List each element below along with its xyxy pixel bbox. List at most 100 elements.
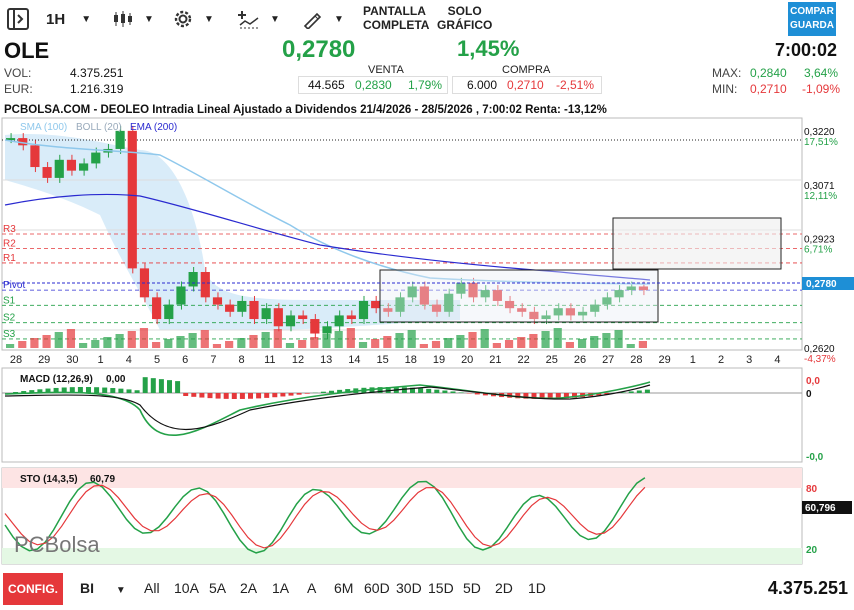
candle-body (188, 272, 198, 287)
candle-body (334, 315, 344, 327)
period-button-2a[interactable]: 2A (240, 580, 258, 596)
period-button-1a[interactable]: 1A (272, 580, 290, 596)
volume-bar (431, 341, 441, 348)
macd-hist-bar (191, 393, 197, 397)
candle-body (200, 272, 210, 298)
volume-bar (419, 344, 428, 348)
period-button-1d[interactable]: 1D (528, 580, 546, 596)
volume-bar (18, 341, 27, 348)
chart-title: PCBOLSA.COM - DEOLEO Intradia Lineal Aju… (4, 104, 607, 116)
chart-type-button[interactable]: ▼ (112, 6, 154, 32)
period-button-all[interactable]: All (144, 580, 160, 596)
volume-bars (6, 328, 647, 348)
period-button-30d[interactable]: 30D (396, 580, 422, 596)
period-button-15d[interactable]: 15D (428, 580, 454, 596)
volume-bar (577, 339, 587, 348)
macd-hist-bar (450, 391, 456, 393)
x-tick-label: 21 (489, 354, 501, 366)
chevron-down-icon: ▼ (334, 13, 344, 25)
period-button-10a[interactable]: 10A (174, 580, 199, 596)
candle-body (273, 308, 283, 327)
macd-hist-bar (183, 393, 189, 397)
macd-hist-bar (175, 381, 181, 393)
chevron-down-icon: ▼ (115, 585, 126, 596)
settings-button[interactable]: ▼ (172, 6, 214, 32)
compare-label-1: COMPAR (790, 6, 834, 17)
max-label: MAX: (712, 66, 742, 80)
volume-bar (225, 341, 234, 348)
macd-hist-bar (628, 391, 634, 393)
candle-body (383, 308, 393, 312)
volume-bar (115, 334, 124, 348)
y-tick-label: 0,2923 (804, 234, 835, 245)
macd-hist-bar (248, 393, 253, 399)
macd-hist-bar (150, 378, 156, 393)
macd-hist-bar (385, 387, 391, 393)
macd-hist-bar (239, 393, 245, 399)
macd-hist-bar (86, 387, 91, 393)
volume-bar (444, 338, 453, 348)
volume-bar (66, 329, 76, 348)
volume-bar (638, 341, 647, 348)
volume-label: VOL: (4, 66, 32, 80)
period-button-a[interactable]: A (307, 580, 317, 596)
volume-bar (285, 343, 295, 348)
interval-select[interactable]: 1H ▼ (46, 6, 91, 32)
period-button-60d[interactable]: 60D (364, 580, 390, 596)
style-select[interactable]: BI ▼ (80, 580, 126, 596)
macd-hist-bar (126, 389, 132, 393)
x-tick-label: 30 (66, 354, 78, 366)
bottom-bar: CONFIG. BI ▼ All 10A 5A 2A 1A A 6M 60D 30D 15D 5D 2… (0, 570, 854, 610)
sidebar-toggle-button[interactable] (6, 6, 30, 32)
macd-hist-bar (596, 393, 602, 396)
x-tick-label: 15 (376, 354, 388, 366)
macd-hist-bar (329, 390, 334, 393)
period-button-2d[interactable]: 2D (495, 580, 513, 596)
x-tick-label: 14 (348, 354, 360, 366)
candle-body (480, 290, 490, 298)
x-tick-label: 12 (292, 354, 304, 366)
chart-area[interactable]: R3 R2 R1 Pivot S1 S2 S3 SMA (100) BOLL (20) EM… (0, 0, 854, 570)
indicators-icon (238, 11, 259, 29)
quote-header: OLE 0,2780 1,45% 7:00:02 VOL: 4.375.251 … (0, 36, 854, 100)
chart-only-button[interactable]: SOLO GRÁFICO (437, 4, 492, 32)
period-button-6m[interactable]: 6M (334, 580, 354, 596)
macd-hist-bar (110, 388, 116, 393)
x-tick-label: 20 (461, 354, 473, 366)
volume-bar (139, 328, 149, 348)
x-tick-label: 25 (546, 354, 558, 366)
macd-hist-bar (401, 387, 407, 393)
macd-title: MACD (12,26,9) (20, 374, 93, 385)
drawn-target-box[interactable] (612, 217, 782, 270)
bid-price: 0,2710 (507, 78, 544, 92)
toolbar: 1H ▼ ▼ ▼ ▼ ▼ PANTALLA COM (0, 0, 854, 38)
macd-hist-bar (102, 387, 108, 393)
volume-bar (492, 343, 501, 348)
y-tick-label: 0,3220 (804, 127, 835, 138)
pivot-label-s1: S1 (3, 295, 16, 306)
bid-percent: -2,51% (556, 78, 595, 92)
period-button-5d[interactable]: 5D (463, 580, 481, 596)
min-percent: -1,09% (802, 82, 841, 96)
sto-last-tag (802, 501, 852, 514)
candle-body (346, 315, 356, 320)
fullscreen-button[interactable]: PANTALLA COMPLETA (363, 4, 429, 32)
macd-hist-bar (296, 393, 302, 395)
period-button-5a[interactable]: 5A (209, 580, 227, 596)
drawn-range-box[interactable] (379, 269, 659, 323)
candle-body (419, 286, 429, 305)
candle-body (431, 304, 442, 312)
volume-bar (249, 335, 258, 348)
macd-hist-bar (53, 387, 59, 393)
config-button[interactable]: CONFIG. (3, 573, 63, 605)
x-tick-label: 5 (154, 354, 160, 366)
indicators-button[interactable]: ▼ (238, 6, 280, 32)
compare-button[interactable]: COMPAR GUARDA (788, 2, 836, 36)
chevron-down-icon: ▼ (144, 13, 154, 25)
candle-body (358, 300, 369, 320)
drawing-tools-button[interactable]: ▼ (302, 6, 344, 32)
macd-hist-bar (45, 388, 51, 393)
y-tick-pct: 12,11% (804, 191, 837, 202)
macd-hist-bar (547, 393, 553, 399)
sto-lines (4, 477, 646, 554)
